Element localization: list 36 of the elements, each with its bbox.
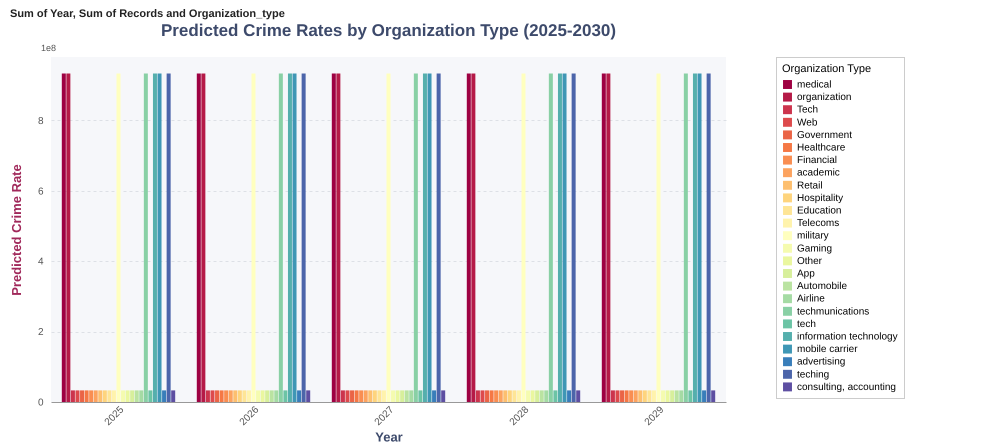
legend-label: Hospitality — [797, 192, 844, 204]
chart-subtitle: Predicted Crime Rates by Organization Type (2025-2030) — [160, 21, 616, 40]
legend-label: Web — [797, 117, 818, 128]
legend-label: consulting, accounting — [797, 382, 896, 393]
legend-label: military — [797, 230, 829, 242]
legend-label: Gaming — [797, 243, 832, 254]
legend-label: Retail — [797, 180, 823, 192]
legend-label: Tech — [797, 104, 818, 116]
legend-label: information technology — [797, 332, 898, 342]
legend-label: organization — [797, 92, 852, 104]
x-axis-title: Year — [375, 429, 403, 443]
legend-label: mobile carrier — [797, 344, 858, 356]
legend-label: Other — [797, 256, 823, 267]
y-tick-label: 6 — [38, 186, 44, 198]
legend-label: Government — [797, 130, 852, 141]
legend-title: Organization Type — [782, 63, 872, 75]
legend-label: Healthcare — [797, 142, 846, 154]
text: 1e8 — [41, 43, 56, 53]
legend-label: tech — [797, 318, 816, 330]
y-tick-label: 8 — [38, 116, 44, 127]
y-tick-label: 4 — [38, 256, 44, 268]
y-tick-label: 0 — [38, 398, 44, 408]
y-tick-label: 2 — [38, 327, 44, 338]
chart-title: Sum of Year, Sum of Records and Organization_type — [9, 7, 286, 22]
legend-label: teching — [797, 369, 830, 380]
legend-label: techmunications — [797, 306, 870, 318]
legend-label: medical — [797, 80, 832, 90]
legend-label: academic — [797, 168, 840, 179]
legend-label: Financial — [797, 155, 838, 166]
legend-label: Education — [797, 206, 842, 216]
legend-label: advertising — [797, 356, 846, 368]
legend-label: Airline — [797, 294, 826, 305]
legend-label: Automobile — [797, 281, 848, 292]
legend-label: Telecoms — [797, 218, 840, 230]
legend-label: App — [797, 268, 816, 280]
y-axis-title: Predicted Crime Rate — [8, 164, 24, 296]
